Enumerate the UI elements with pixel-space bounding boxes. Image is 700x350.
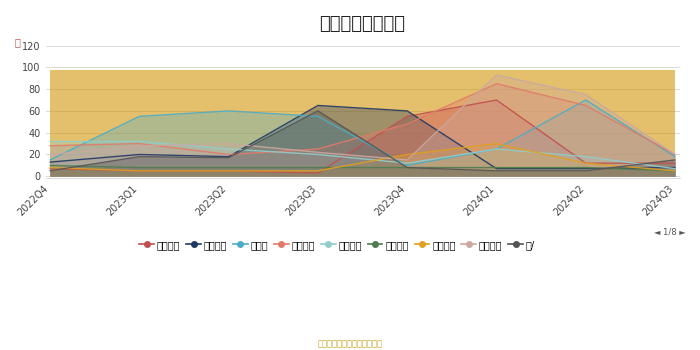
Text: 制图数据来自恒生聚源数据库: 制图数据来自恒生聚源数据库 bbox=[318, 340, 382, 349]
Y-axis label: 亿: 亿 bbox=[14, 37, 20, 47]
Text: ◄ 1/8 ►: ◄ 1/8 ► bbox=[654, 227, 686, 236]
Title: 前十大重仓股变化: 前十大重仓股变化 bbox=[320, 15, 405, 33]
Legend: 中国中铁, 招商轮船, 怡合达, 中国神华, 国海证券, 东山精密, 中科曙光, 中船防务, 中/: 中国中铁, 招商轮船, 怡合达, 中国神华, 国海证券, 东山精密, 中科曙光,… bbox=[136, 236, 539, 254]
